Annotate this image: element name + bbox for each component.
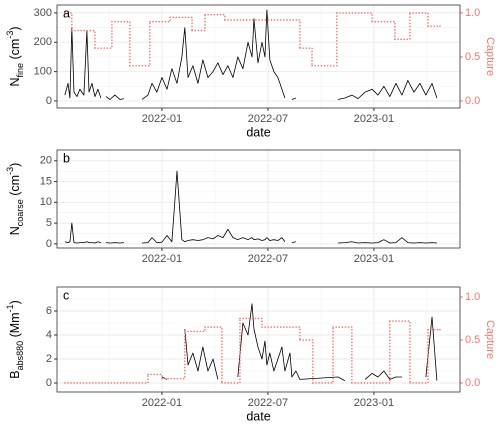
capture-step (149, 16, 171, 23)
x-tick-label: 2022-07 (248, 253, 288, 265)
x-tick-label: 2022-01 (142, 253, 182, 265)
y-axis-title-part: (Mm (8, 312, 22, 340)
panel-label: b (63, 151, 70, 165)
y2-tick-label: 0.0 (465, 95, 480, 107)
y-axis-title: Nfine (cm-3) (5, 26, 25, 86)
y-axis-title-part: coarse (15, 199, 25, 226)
x-axis-title: date (246, 409, 270, 423)
capture-step (371, 20, 396, 41)
y-tick-label: 300 (34, 7, 52, 19)
capture-step (71, 29, 96, 49)
capture-step (261, 326, 301, 341)
y-tick-label: 200 (34, 36, 52, 48)
x-tick-label: 2022-07 (248, 113, 288, 125)
x-tick-label: 2023-01 (354, 397, 394, 409)
plot-border (56, 286, 461, 393)
y-tick-label: 0 (46, 377, 52, 389)
x-axis-title: date (246, 125, 270, 139)
capture-step (204, 13, 226, 21)
y-axis-title-part: B (8, 370, 22, 378)
y-axis-title-part: ) (8, 300, 22, 304)
capture-step (389, 320, 411, 384)
x-tick-label: 2022-01 (142, 397, 182, 409)
data-line (64, 9, 438, 100)
y-tick-label: 15 (40, 175, 52, 187)
plot-background (57, 150, 460, 248)
capture-step (129, 20, 151, 67)
plot-border (56, 4, 461, 109)
capture-step (184, 326, 206, 333)
y2-tick-label: 1.0 (465, 291, 480, 303)
y-axis-title-part: -3 (5, 31, 15, 39)
capture-step (94, 20, 113, 49)
plot-border (56, 149, 461, 249)
y-axis-title: Ncoarse (cm-3) (5, 163, 25, 236)
capture-step (409, 12, 429, 27)
y2-tick-label: 0.0 (465, 377, 480, 389)
capture-step (351, 320, 391, 384)
x-tick-label: 2023-01 (354, 253, 394, 265)
capture-step (336, 12, 373, 23)
capture-step (224, 19, 301, 49)
capture-step (191, 13, 206, 32)
y-tick-label: 6 (46, 305, 52, 317)
capture-step (64, 373, 149, 384)
y2-axis-title: Capture (484, 320, 496, 359)
y2-tick-label: 0.5 (465, 334, 480, 346)
x-tick-label: 2022-01 (142, 113, 182, 125)
y-tick-label: 5 (46, 217, 52, 229)
y-axis-title-part: -3 (5, 167, 15, 175)
y2-tick-label: 0.5 (465, 51, 480, 63)
capture-step (312, 326, 334, 384)
y-tick-label: 0 (46, 95, 52, 107)
y-axis-title: Babs880 (Mm-1) (5, 300, 25, 379)
capture-step (299, 339, 314, 384)
y2-axis-title: Capture (484, 37, 496, 76)
capture-step (311, 12, 338, 67)
panel-label: c (63, 288, 69, 302)
y-tick-label: 100 (34, 66, 52, 78)
capture-step (394, 12, 411, 41)
y-tick-label: 2 (46, 353, 52, 365)
x-tick-label: 2022-07 (248, 397, 288, 409)
y-tick-label: 4 (46, 329, 52, 341)
capture-step (299, 47, 313, 67)
y-axis-title-part: abs880 (15, 341, 25, 371)
y-axis-title-part: N (8, 77, 22, 86)
y-axis-title-part: fine (15, 63, 25, 78)
capture-step (169, 16, 193, 32)
x-tick-label: 2023-01 (354, 113, 394, 125)
y-axis-title-part: -1 (5, 304, 15, 312)
capture-step (332, 326, 353, 384)
y2-tick-label: 1.0 (465, 7, 480, 19)
y-axis-title-part: ) (8, 163, 22, 167)
y-axis-title-part: (cm (8, 39, 22, 63)
capture-step (239, 317, 263, 328)
capture-step (204, 326, 223, 384)
data-line (64, 170, 437, 244)
capture-step (64, 12, 73, 32)
y-axis-title-part: (cm (8, 175, 22, 199)
capture-step (409, 328, 429, 384)
y-tick-label: 10 (40, 196, 52, 208)
capture-step (221, 317, 241, 384)
panel-label: a (63, 6, 70, 20)
capture-step (111, 20, 131, 67)
plot-background (57, 287, 460, 392)
y-tick-label: 20 (40, 155, 52, 167)
y-axis-title-part: N (8, 226, 22, 235)
y-axis-title-part: ) (8, 26, 22, 30)
y-tick-label: 0 (46, 238, 52, 250)
